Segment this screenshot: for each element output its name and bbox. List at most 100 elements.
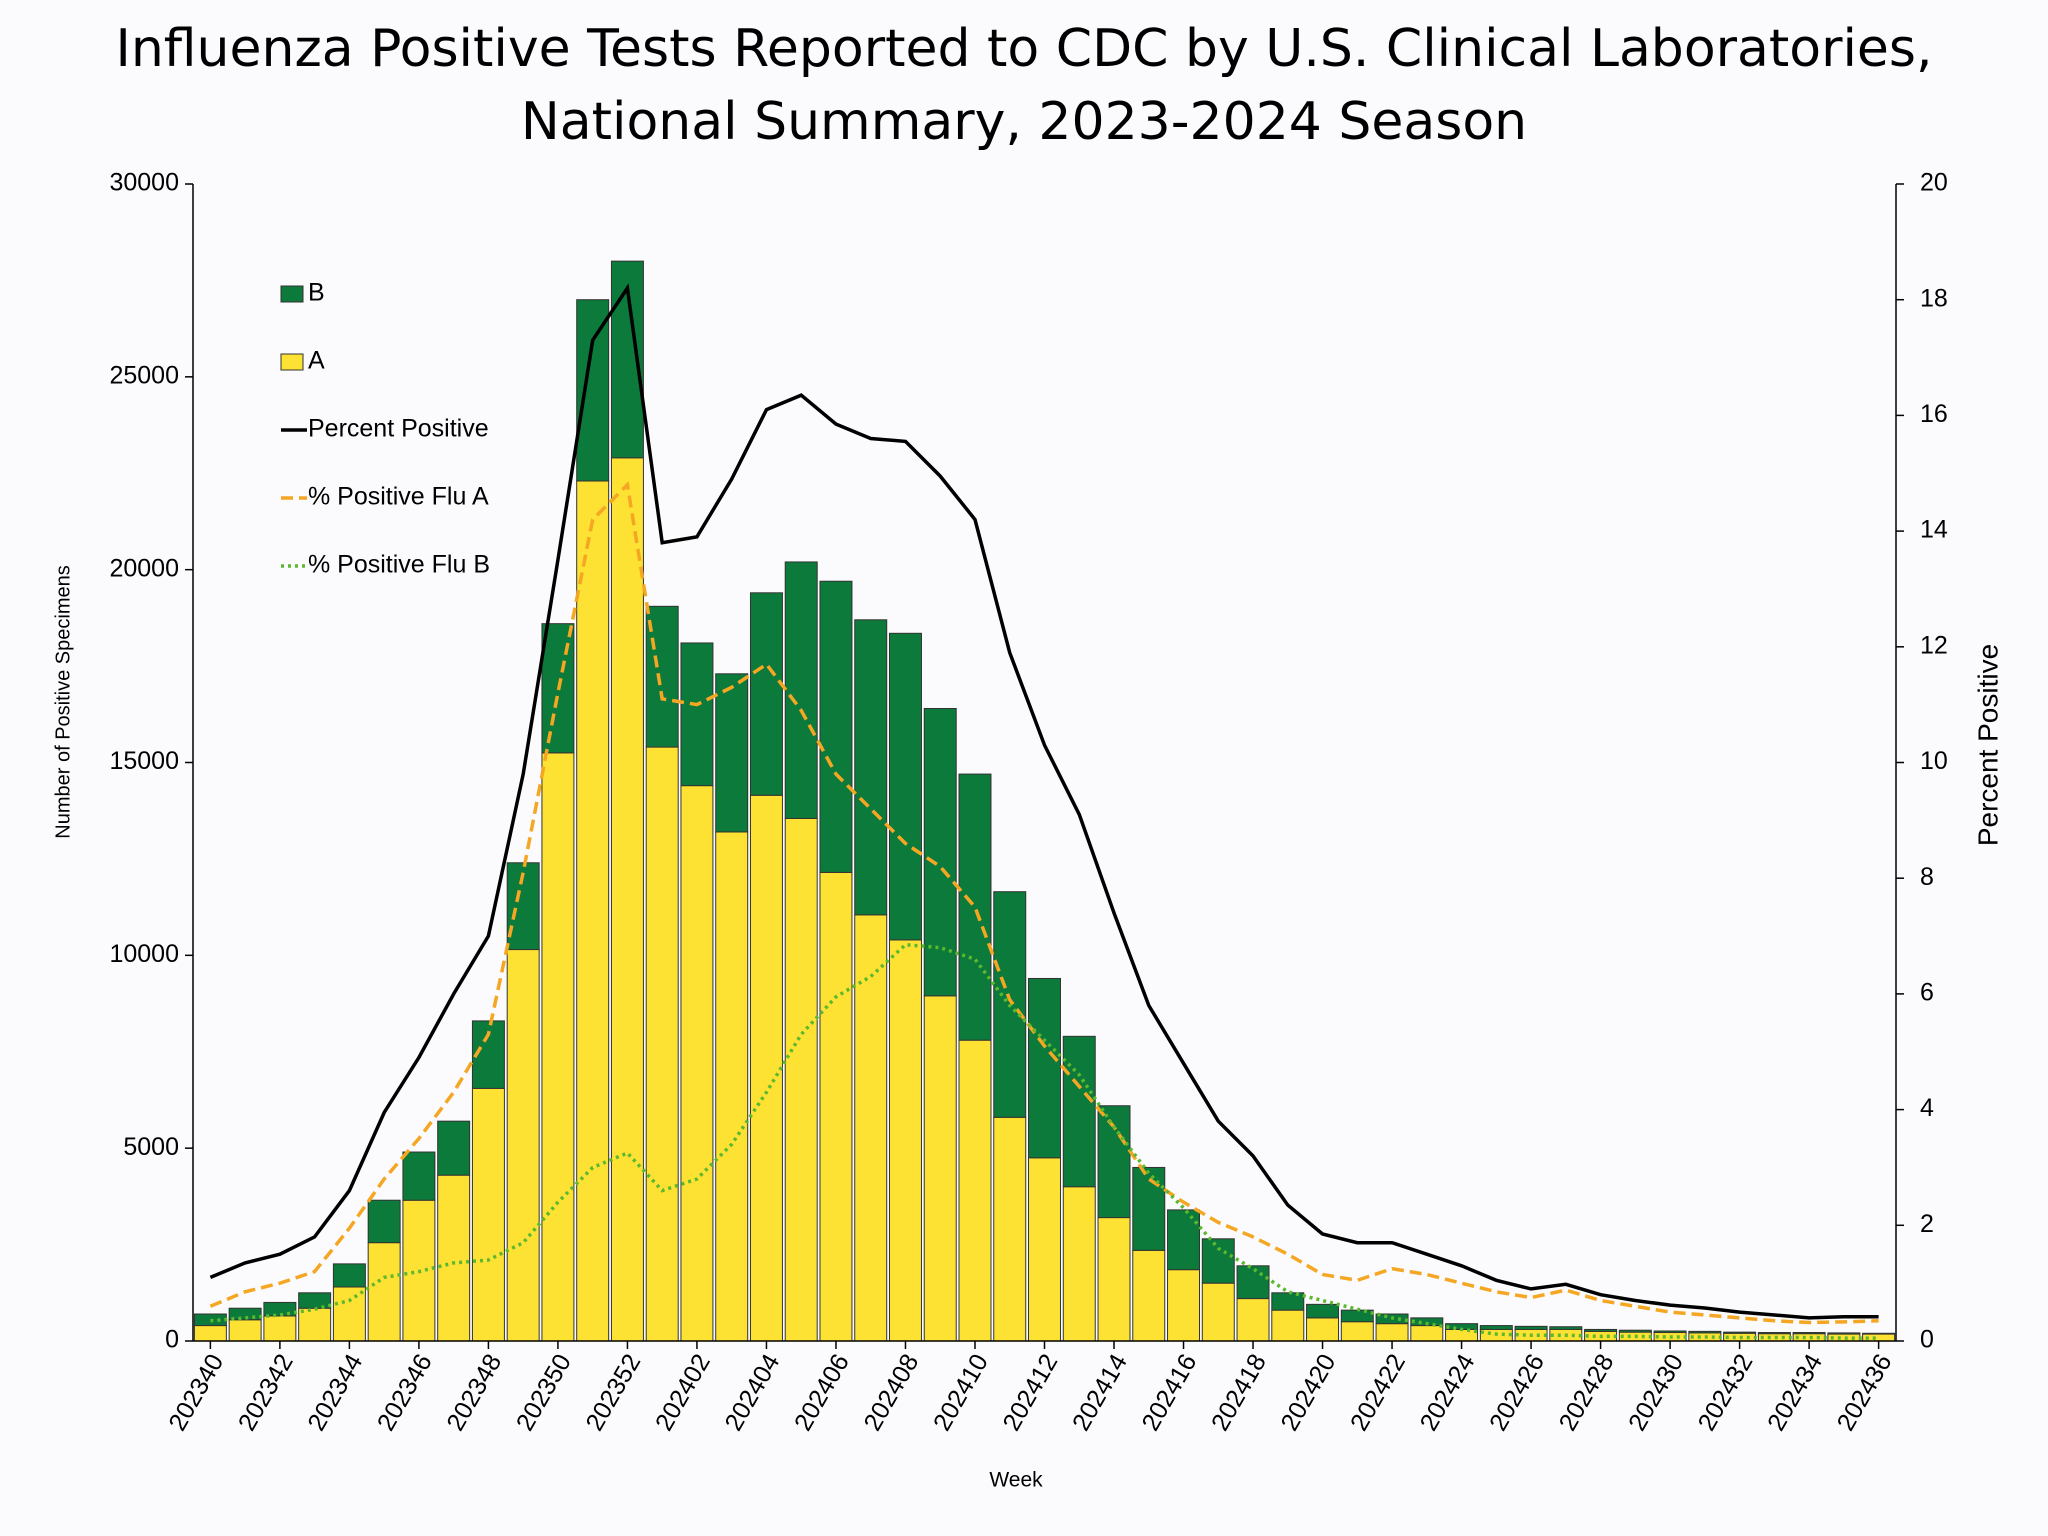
bar xyxy=(784,817,818,1342)
x-tick-label: 202344 xyxy=(302,1349,368,1435)
legend-swatch xyxy=(280,285,304,303)
y2-axis-label: Percent Positive xyxy=(1972,644,2003,846)
y2-tick-label: 18 xyxy=(1920,284,1948,312)
y2-tick-label: 16 xyxy=(1920,400,1948,428)
x-tick-label: 202408 xyxy=(858,1349,924,1435)
bar xyxy=(1375,1323,1409,1342)
x-tick-label: 202414 xyxy=(1067,1349,1133,1435)
y-tick-label: 10000 xyxy=(109,940,179,968)
x-tick-label: 202340 xyxy=(163,1349,229,1435)
bar xyxy=(749,794,783,1342)
bar xyxy=(1514,1325,1548,1330)
x-tick-label: 202346 xyxy=(372,1349,438,1435)
line xyxy=(209,481,1879,1325)
bar xyxy=(1201,1282,1235,1342)
bar xyxy=(263,1301,297,1317)
bar xyxy=(1028,1157,1061,1342)
bar xyxy=(1097,1217,1131,1342)
y2-tick-label: 0 xyxy=(1920,1326,1934,1354)
bar xyxy=(471,1087,505,1342)
bar xyxy=(437,1174,471,1342)
bar xyxy=(715,673,749,833)
x-tick-label: 202422 xyxy=(1345,1349,1411,1435)
bar xyxy=(680,785,714,1342)
bar xyxy=(1271,1292,1305,1311)
bar xyxy=(1236,1265,1270,1300)
bar xyxy=(1340,1309,1374,1323)
bar xyxy=(958,1039,992,1342)
x-tick-label: 202350 xyxy=(511,1349,577,1435)
y-tick-label: 30000 xyxy=(109,169,179,197)
bar xyxy=(576,299,610,482)
x-tick-label: 202404 xyxy=(719,1349,785,1435)
bar xyxy=(541,752,575,1342)
bar xyxy=(332,1286,366,1342)
bar xyxy=(1410,1325,1444,1342)
y-tick-label: 0 xyxy=(165,1326,179,1354)
bar xyxy=(1271,1309,1305,1342)
y-tick-label: 25000 xyxy=(109,361,179,389)
bar xyxy=(854,914,888,1342)
bar xyxy=(1792,1332,1826,1335)
bar xyxy=(1479,1325,1513,1330)
bar xyxy=(645,746,679,1342)
bar xyxy=(263,1315,297,1342)
bar xyxy=(819,580,853,873)
bar xyxy=(1688,1330,1722,1334)
x-tick-label: 202352 xyxy=(580,1349,646,1435)
x-tick-label: 202424 xyxy=(1415,1349,1481,1435)
bar xyxy=(784,561,818,819)
x-tick-label: 202432 xyxy=(1693,1349,1759,1435)
line xyxy=(210,942,1879,1340)
bar xyxy=(228,1307,262,1321)
x-tick-label: 202412 xyxy=(997,1349,1063,1435)
bar xyxy=(1306,1303,1340,1319)
bar xyxy=(298,1307,332,1342)
bar xyxy=(1097,1105,1131,1219)
x-tick-label: 202430 xyxy=(1623,1349,1689,1435)
bar xyxy=(1723,1331,1757,1334)
legend-label: B xyxy=(308,279,325,307)
bar xyxy=(1340,1321,1374,1342)
bar xyxy=(1653,1330,1687,1334)
bar xyxy=(506,949,540,1342)
bar xyxy=(367,1199,401,1244)
bar xyxy=(680,642,714,787)
legend-label: A xyxy=(308,347,325,375)
bar xyxy=(402,1151,436,1201)
bar xyxy=(1757,1332,1791,1335)
x-tick-label: 202406 xyxy=(789,1349,855,1435)
bar xyxy=(367,1242,401,1342)
legend-swatch xyxy=(280,353,304,371)
x-tick-label: 202428 xyxy=(1554,1349,1620,1435)
y-tick-label: 15000 xyxy=(109,747,179,775)
y2-tick-label: 4 xyxy=(1920,1094,1934,1122)
bar xyxy=(1201,1238,1235,1284)
bar xyxy=(576,480,610,1342)
bar xyxy=(1306,1317,1340,1342)
y2-tick-label: 6 xyxy=(1920,979,1934,1007)
bar xyxy=(228,1319,262,1342)
bar xyxy=(854,619,888,916)
bar xyxy=(1236,1298,1270,1342)
bar xyxy=(610,457,644,1342)
bar xyxy=(437,1120,471,1176)
bar xyxy=(958,773,992,1041)
bar xyxy=(1827,1332,1861,1335)
bar xyxy=(993,1116,1027,1342)
x-axis-label: Week xyxy=(989,1469,1043,1492)
x-tick-label: 202416 xyxy=(1136,1349,1202,1435)
bar xyxy=(1445,1328,1479,1342)
legend-label: % Positive Flu B xyxy=(308,551,490,579)
bar xyxy=(1862,1332,1896,1335)
bar xyxy=(749,592,783,796)
y-tick-label: 20000 xyxy=(109,554,179,582)
bar xyxy=(332,1263,366,1288)
bar xyxy=(1062,1186,1096,1342)
bar xyxy=(1167,1209,1201,1271)
y2-tick-label: 2 xyxy=(1920,1210,1934,1238)
chart-title: Influenza Positive Tests Reported to CDC… xyxy=(115,19,1932,79)
x-tick-label: 202426 xyxy=(1484,1349,1550,1435)
y2-tick-label: 12 xyxy=(1920,631,1948,659)
